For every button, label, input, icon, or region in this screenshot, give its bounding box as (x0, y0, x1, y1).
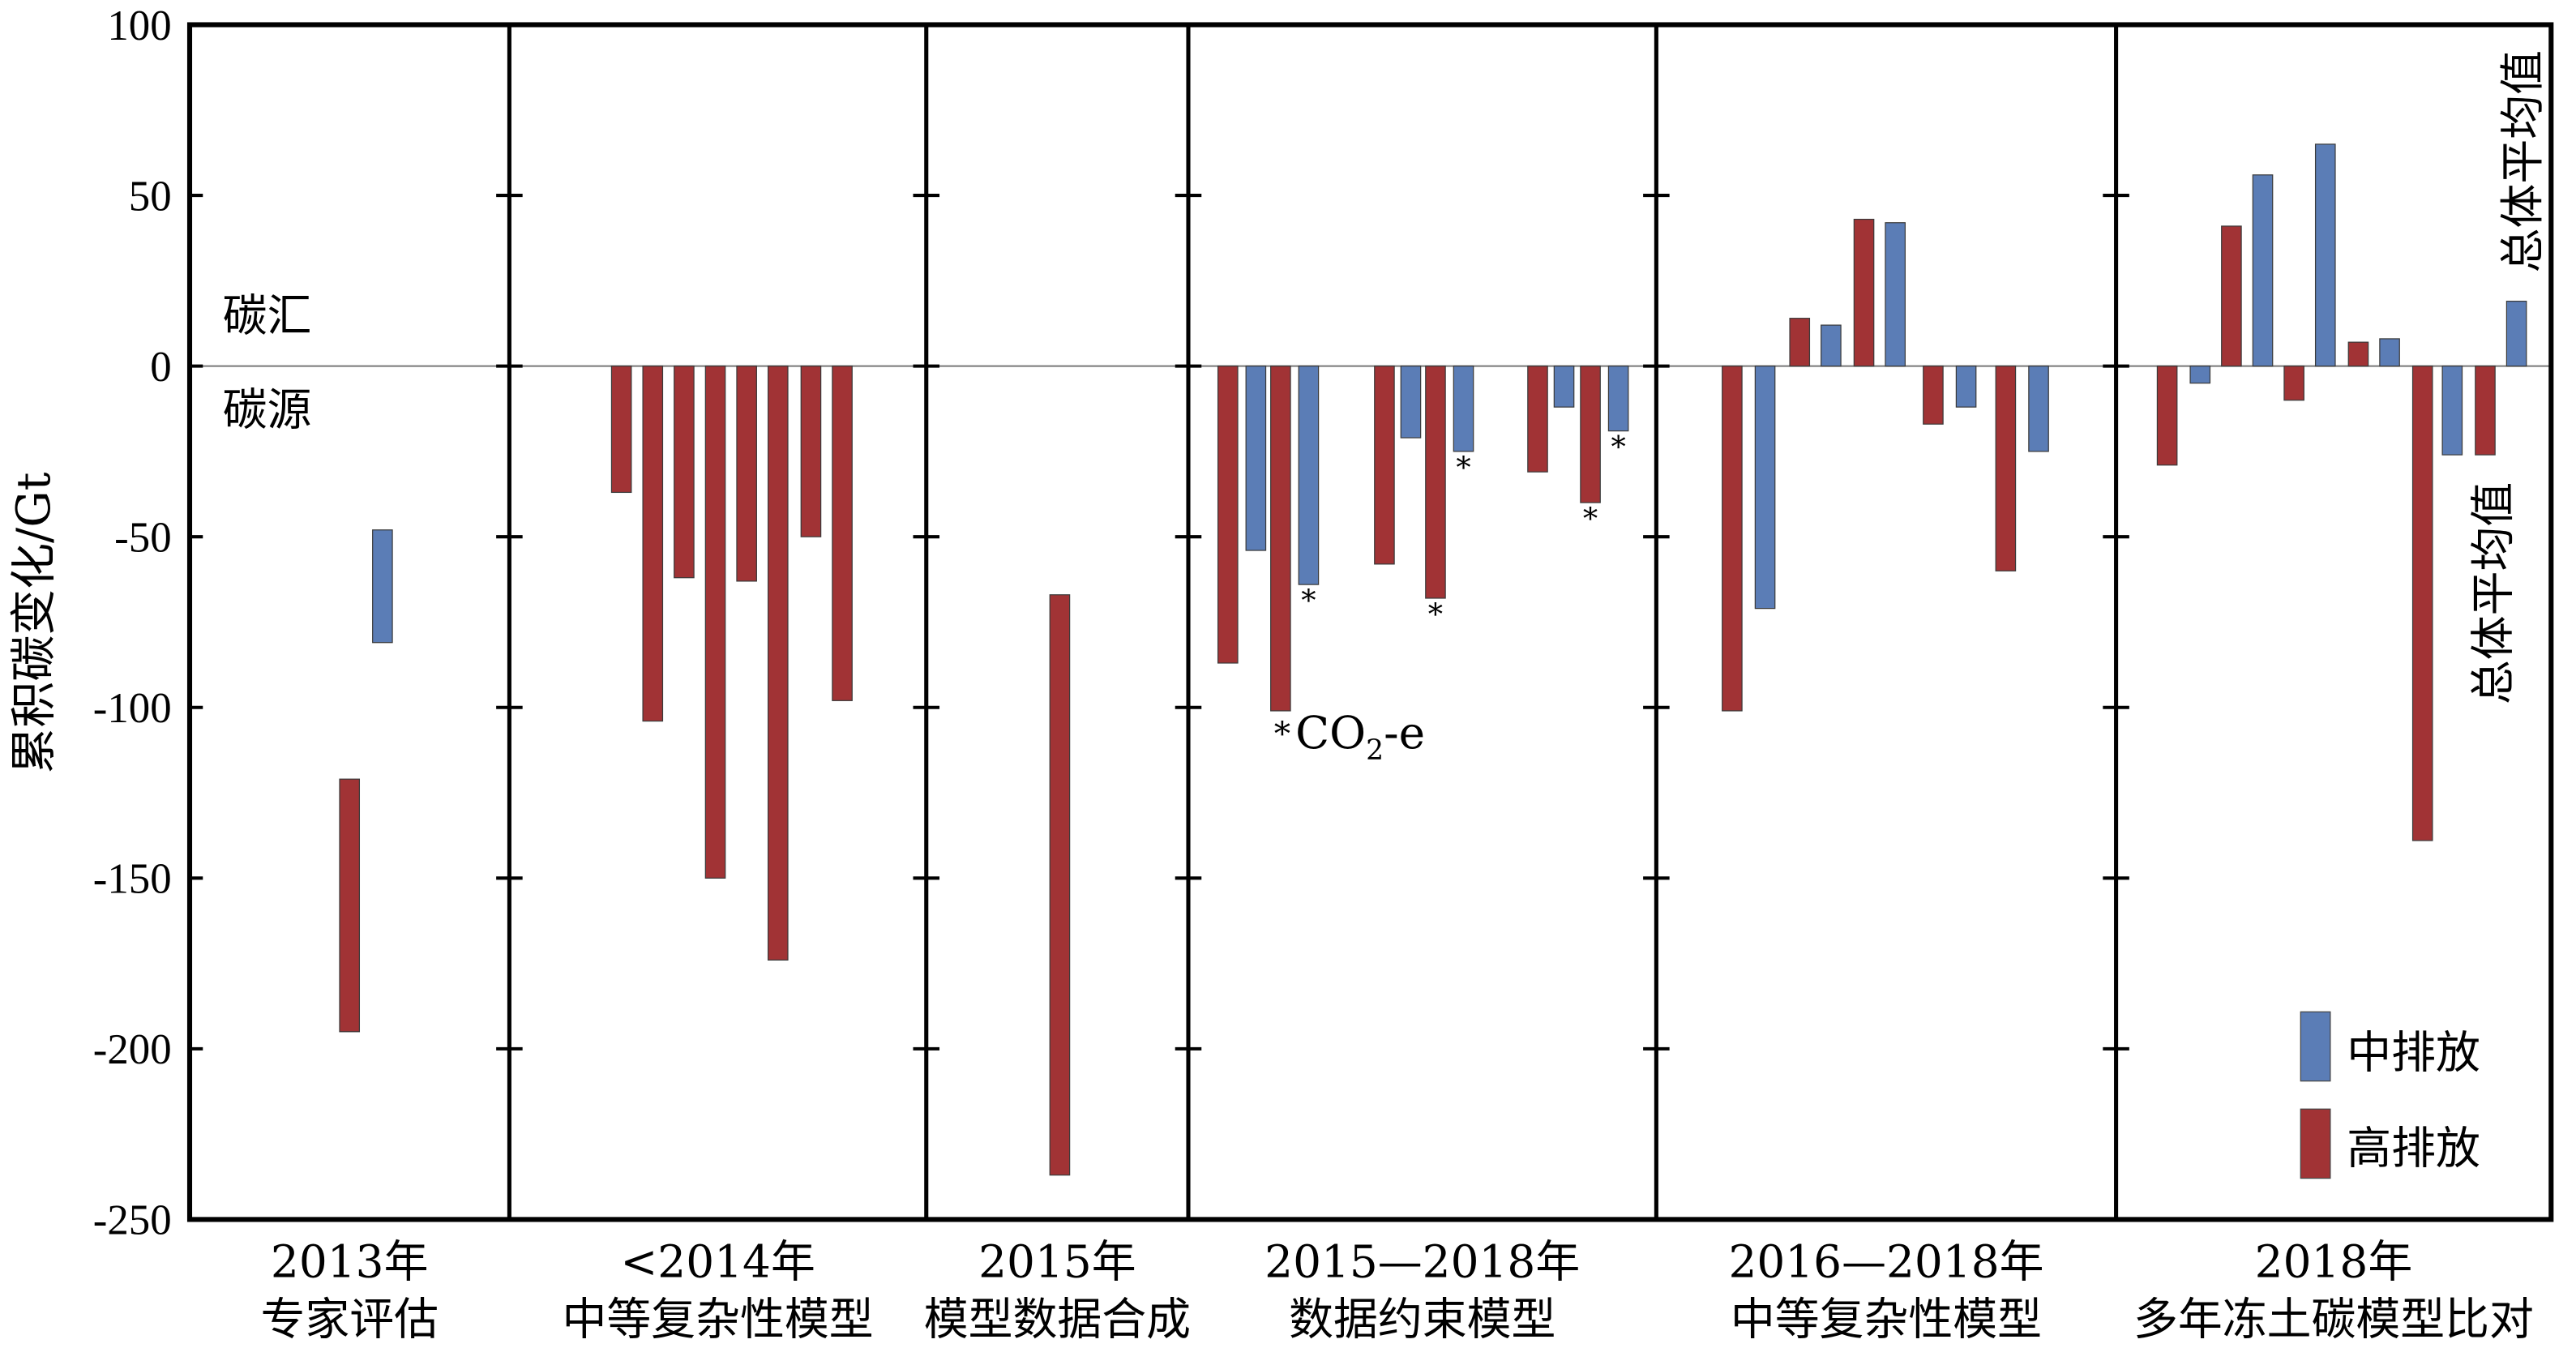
avg-label-medium: 总体平均值 (2497, 50, 2548, 272)
bar-medium (2252, 174, 2274, 367)
panel-name-label: 模型数据合成 (924, 1294, 1191, 1346)
bar-medium (2028, 366, 2049, 452)
co2e-note: CO2-e (1295, 707, 1425, 767)
bar-medium (1298, 366, 1320, 585)
panel-name-label: 数据约束模型 (1289, 1294, 1555, 1346)
bar-high (1527, 366, 1548, 473)
asterisk-mark: * (1301, 584, 1316, 618)
bar-medium (2314, 143, 2336, 367)
bar-high (1580, 366, 1601, 503)
legend-label-high: 高排放 (2347, 1122, 2480, 1174)
y-tick-label: -250 (93, 1197, 172, 1244)
bar-medium (1754, 366, 1776, 610)
y-tick-label: -150 (93, 856, 172, 903)
bar-medium (1553, 366, 1575, 408)
asterisk-mark: * (1611, 430, 1625, 464)
bar-high (610, 366, 632, 494)
bar-medium (1400, 366, 1422, 439)
bar-high (2156, 366, 2178, 466)
bar-high (2347, 341, 2369, 367)
bar-high (339, 778, 361, 1033)
y-tick-label: 0 (150, 344, 171, 391)
plot-frame (186, 22, 2554, 1222)
carbon-source-label: 碳源 (223, 384, 312, 436)
panel-year-label: 2018年 (2255, 1236, 2413, 1288)
panel-year-label: 2015年 (978, 1236, 1136, 1288)
y-tick-label: 100 (107, 2, 171, 49)
bar-high (800, 366, 822, 537)
bar-high (704, 366, 726, 879)
bar-medium (1607, 366, 1629, 432)
legend-swatch-medium (2300, 1011, 2331, 1082)
avg-label-high: 总体平均值 (2467, 482, 2518, 704)
asterisk-mark: * (1428, 597, 1443, 632)
legend-label-medium: 中排放 (2347, 1026, 2480, 1078)
bar-high (767, 366, 789, 961)
bar-medium (1453, 366, 1474, 452)
y-axis-label: 累积碳变化/Gt (7, 472, 61, 773)
bar-high (1374, 366, 1395, 565)
bar-medium (2379, 338, 2400, 367)
bar-medium (2441, 366, 2463, 456)
bar-medium (1955, 366, 1977, 408)
bar-high (642, 366, 664, 722)
panel-name-label: 专家评估 (260, 1294, 439, 1346)
bar-high (736, 366, 757, 582)
legend-swatch-high (2300, 1108, 2331, 1179)
panel-year-label: 2013年 (271, 1236, 429, 1288)
bar-high (2475, 366, 2496, 456)
bar-high (1270, 366, 1291, 712)
asterisk-mark: * (1583, 502, 1598, 537)
panel-year-label: 2016—2018年 (1728, 1236, 2043, 1288)
carbon-sink-label: 碳汇 (223, 290, 312, 342)
panel-name-label: 中等复杂性模型 (1731, 1294, 2042, 1346)
y-tick-label: -100 (93, 685, 172, 732)
bar-medium (2189, 366, 2211, 384)
bar-high (2283, 366, 2304, 401)
co2e-star: * (1274, 714, 1290, 753)
bar-medium (1821, 324, 1842, 367)
bar-high (2411, 366, 2433, 841)
bar-high (1995, 366, 2017, 571)
y-tick-label: -200 (93, 1026, 172, 1073)
panel-year-label: 2015—2018年 (1264, 1236, 1580, 1288)
bar-medium (1245, 366, 1267, 551)
bar-medium (1885, 222, 1906, 367)
bar-medium (372, 529, 393, 644)
bar-high (1722, 366, 1743, 712)
bar-high (832, 366, 853, 701)
bar-high (1425, 366, 1446, 599)
asterisk-mark: * (1456, 450, 1470, 485)
y-tick-label: 50 (129, 173, 172, 220)
panel-name-label: 多年冻土碳模型比对 (2133, 1294, 2534, 1346)
panel-name-label: 中等复杂性模型 (563, 1294, 874, 1346)
bar-high (1049, 594, 1071, 1176)
bar-high (1853, 218, 1875, 367)
bar-medium (2505, 300, 2527, 367)
bar-high (674, 366, 695, 579)
bar-high (1217, 366, 1239, 664)
y-tick-label: -50 (114, 514, 171, 561)
bar-high (1923, 366, 1944, 425)
panel-year-label: <2014年 (620, 1236, 815, 1288)
bar-high (2221, 225, 2242, 367)
bar-high (1789, 318, 1811, 367)
legend: 中排放 高排放 (2300, 1011, 2480, 1179)
